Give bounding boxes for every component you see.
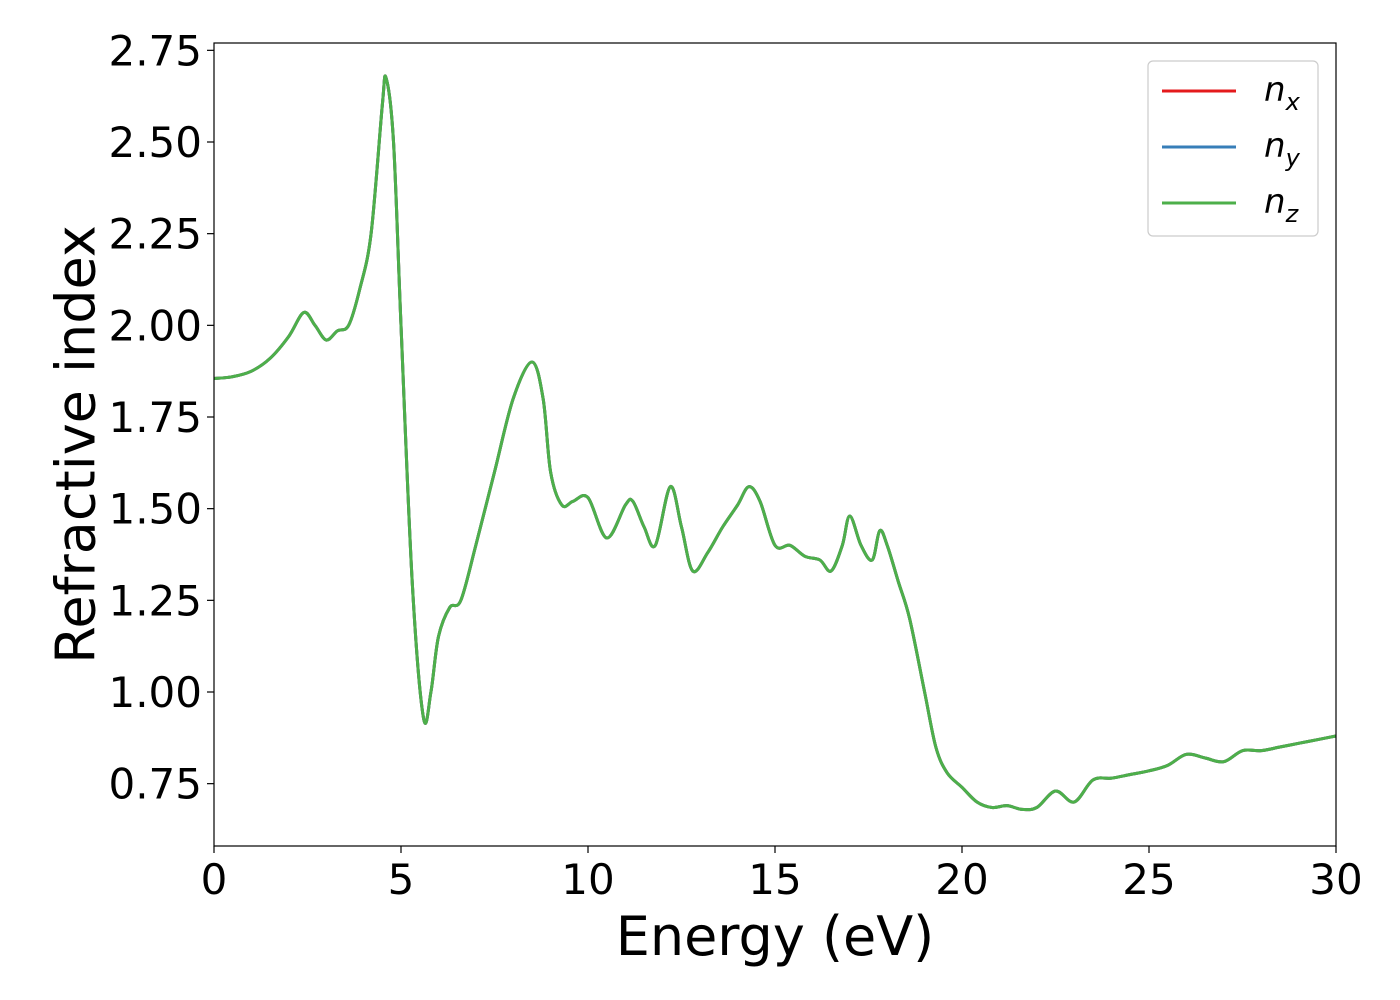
y-tick-label: 2.75 (108, 26, 202, 75)
x-axis-label: Energy (eV) (616, 905, 935, 968)
x-tick-label: 10 (561, 855, 614, 904)
x-tick-label: 20 (935, 855, 988, 904)
y-tick-label: 1.00 (108, 668, 202, 717)
y-tick-label: 2.25 (108, 210, 202, 259)
x-axis: 0 5 10 15 20 25 30 (201, 846, 1363, 904)
x-tick-label: 0 (201, 855, 228, 904)
y-tick-label: 2.50 (108, 118, 202, 167)
y-axis-label: Refractive index (45, 225, 108, 664)
y-tick-label: 1.50 (108, 485, 202, 534)
x-tick-label: 25 (1122, 855, 1175, 904)
series-line-z (214, 74, 1336, 812)
x-tick-label: 30 (1309, 855, 1362, 904)
y-tick-label: 0.75 (108, 760, 202, 809)
legend-label-y: ny (1264, 126, 1301, 172)
x-tick-label: 15 (748, 855, 801, 904)
y-tick-label: 1.75 (108, 393, 202, 442)
y-tick-label: 2.00 (108, 301, 202, 350)
legend-label-z: nz (1264, 182, 1300, 228)
series-layer (214, 74, 1336, 812)
legend-label-x: nx (1264, 70, 1301, 116)
y-axis: 0.75 1.00 1.25 1.50 1.75 2.00 2.25 2.50 2.75 (108, 26, 214, 809)
y-tick-label: 1.25 (108, 576, 202, 625)
x-tick-label: 5 (388, 855, 415, 904)
legend: nx ny nz (1147, 60, 1319, 237)
